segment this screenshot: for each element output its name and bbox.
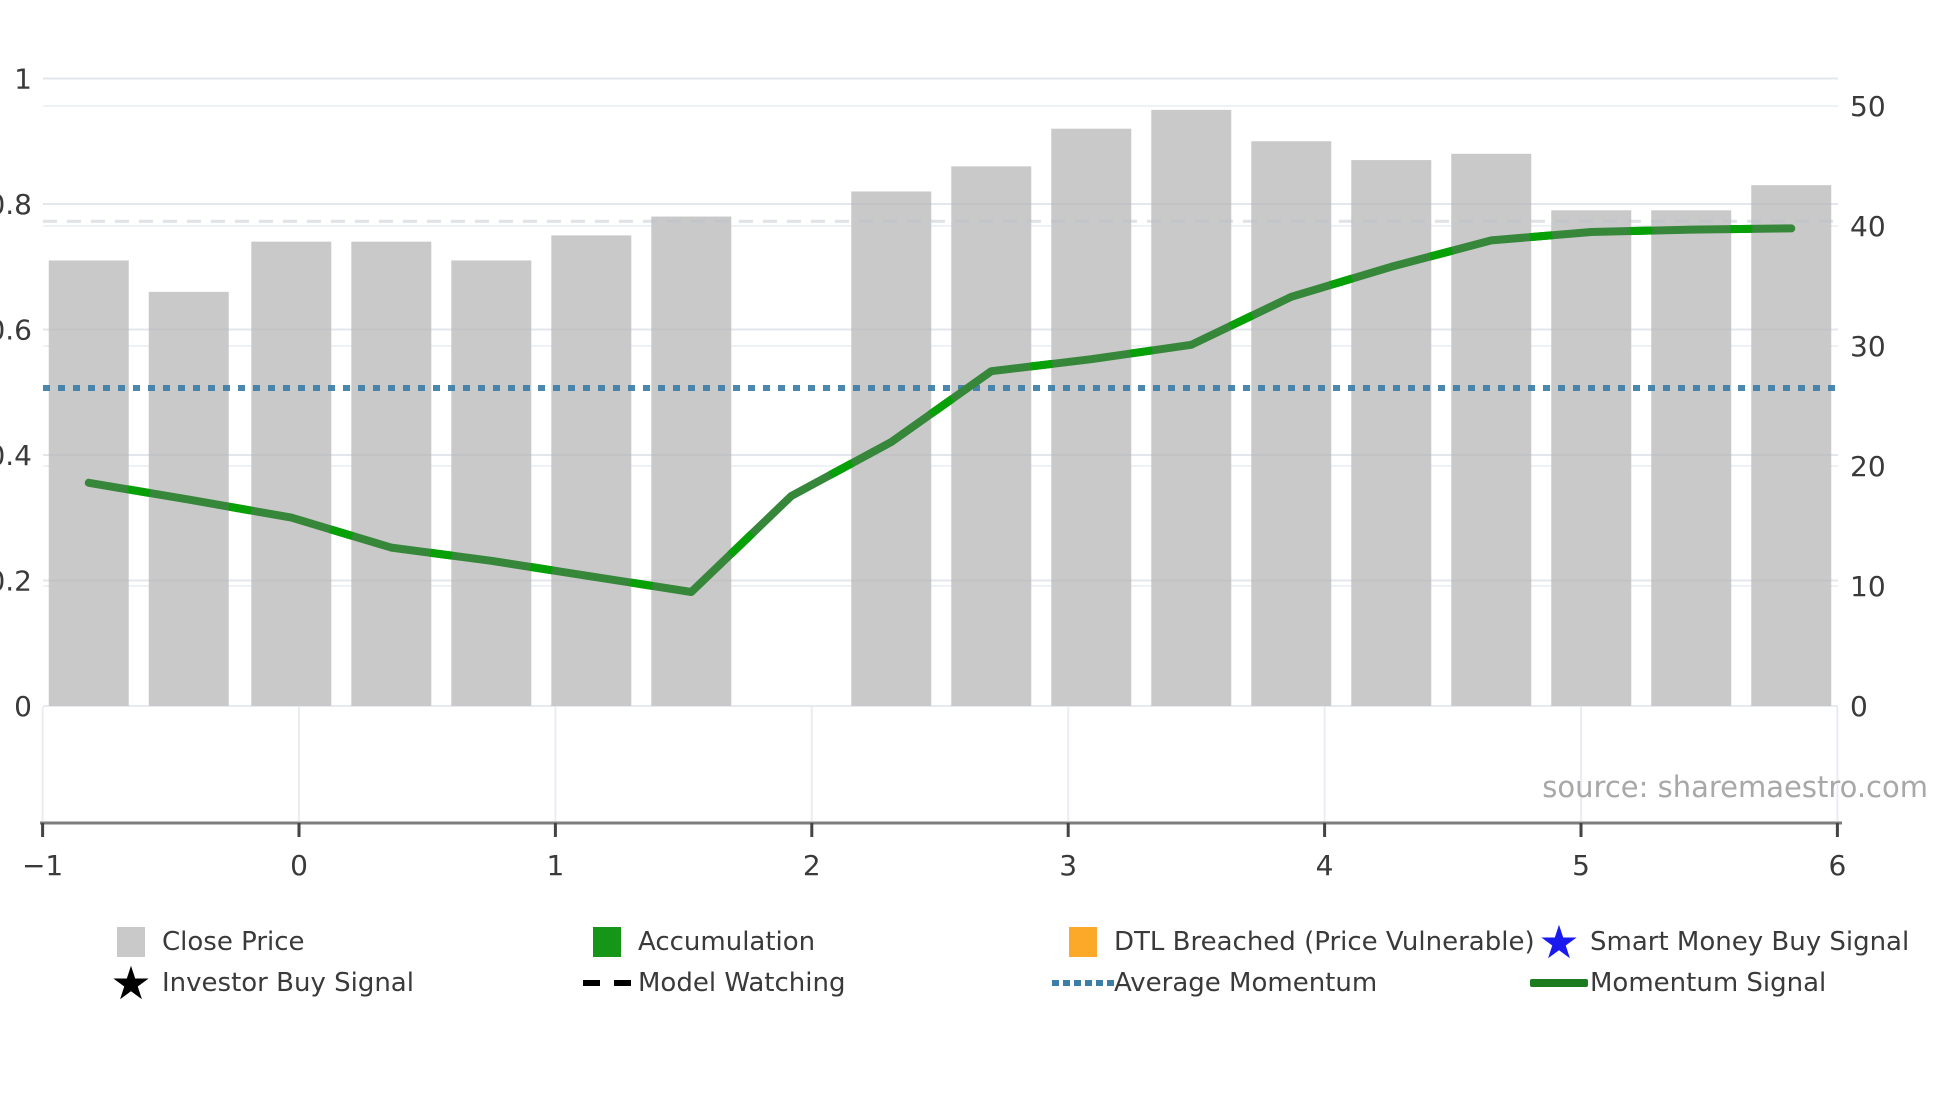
close-price-bar [451,260,532,706]
legend-item-average-momentum: Average Momentum [1052,962,1377,1004]
close-price-bar [1251,141,1332,706]
legend-label: Model Watching [638,968,846,998]
accumulation-dash [529,562,553,575]
y-axis-left-tick-label: 0.6 [0,314,32,347]
y-axis-right-tick-label: 50 [1850,90,1886,123]
x-axis-tick-label: 0 [290,849,308,882]
accumulation-dash [1029,359,1053,371]
close-price-bar [1051,128,1132,706]
legend-label: Smart Money Buy Signal [1590,927,1910,957]
legend-item-dtl-breached: DTL Breached (Price Vulnerable) [1052,921,1535,963]
legend-label: Investor Buy Signal [162,968,414,998]
close-price-swatch-icon [100,927,162,957]
close-price-bar [1351,160,1432,706]
close-price-bar [851,191,932,706]
y-axis-right-tick-label: 30 [1850,330,1886,363]
accumulation-swatch-icon [576,927,638,957]
blue-star-icon: ★ [1538,915,1580,969]
accumulation-dash [329,525,354,540]
close-price-bar [651,216,732,707]
legend-label: Momentum Signal [1590,968,1827,998]
close-price-bar [951,166,1032,707]
accumulation-dash [1228,311,1255,330]
close-price-bar [1751,185,1832,707]
dashed-line-icon [576,980,638,986]
accumulation-dash [1129,346,1153,358]
legend-item-smart-money: ★ Smart Money Buy Signal [1528,915,1910,969]
y-axis-left-tick-label: 0.8 [0,188,32,221]
y-axis-left-tick-label: 0.2 [0,565,32,598]
legend-item-investor-buy: ★ Investor Buy Signal [100,956,414,1010]
accumulation-dash [228,502,252,515]
x-axis-tick-label: 1 [546,849,564,882]
accumulation-dash [1529,231,1553,242]
accumulation-dash [429,548,453,560]
accumulation-dash [1329,274,1354,289]
black-star-icon: ★ [110,956,152,1010]
accumulation-dash [629,578,653,590]
y-axis-left-tick-label: 0 [14,690,32,723]
y-axis-right-tick-label: 10 [1850,570,1886,603]
x-axis-tick-label: 6 [1828,849,1846,882]
close-price-bar [551,235,632,706]
close-price-bar [351,241,432,706]
dtl-breached-swatch-icon [1052,927,1114,957]
y-axis-right-tick-label: 0 [1850,690,1868,723]
x-axis-tick-label: 2 [803,849,821,882]
accumulation-dash [127,485,151,497]
y-axis-right-tick-label: 40 [1850,210,1886,243]
close-price-bar [1151,109,1232,706]
legend-item-close-price: Close Price [100,921,305,963]
close-price-bar [251,241,332,706]
x-axis-tick-label: 5 [1572,849,1590,882]
legend-label: Average Momentum [1114,968,1378,998]
legend-item-accumulation: Accumulation [576,921,815,963]
chart-legend: Close Price Accumulation DTL Breached (P… [0,915,1960,1013]
legend-item-model-watching: Model Watching [576,962,845,1004]
legend-label: Close Price [162,927,305,957]
accumulation-dash [1429,246,1454,261]
accumulation-dash [727,530,756,558]
dotted-line-icon [1052,980,1114,986]
accumulation-dash [828,459,855,479]
close-price-bar [1551,210,1632,706]
legend-label: Accumulation [638,927,816,957]
solid-line-icon [1528,979,1590,987]
accumulation-dash [927,395,955,418]
legend-item-momentum-signal: Momentum Signal [1528,962,1826,1004]
legend-label: DTL Breached (Price Vulnerable) [1114,927,1535,957]
close-price-bar [1651,210,1732,706]
x-axis-tick-label: 4 [1316,849,1334,882]
x-axis-tick-label: 3 [1059,849,1077,882]
y-axis-left-tick-label: 1 [14,63,32,96]
y-axis-left-tick-label: 0.4 [0,439,32,472]
y-axis-right-tick-label: 20 [1850,450,1886,483]
accumulation-dash [1630,226,1653,236]
source-attribution: source: sharemaestro.com [1542,770,1928,804]
x-axis-tick-label: −1 [22,849,63,882]
